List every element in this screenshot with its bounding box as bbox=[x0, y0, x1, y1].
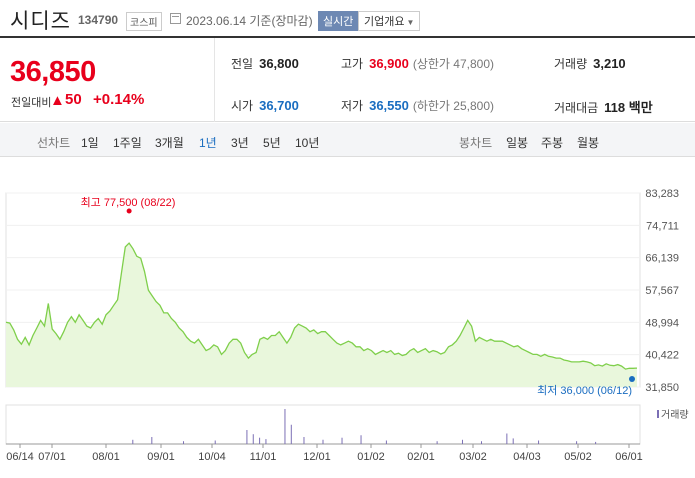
company-info-label: 기업개요 bbox=[364, 16, 405, 28]
max-marker bbox=[126, 208, 132, 214]
min-annotation: 최저 36,000 (06/12) bbox=[537, 384, 632, 397]
low-label: 저가 bbox=[341, 99, 364, 113]
company-info-dropdown[interactable]: 기업개요 ▼ bbox=[358, 11, 421, 31]
x-tick-label: 03/02 bbox=[459, 451, 487, 463]
line-chart-label: 선차트 bbox=[37, 136, 71, 150]
period-3m[interactable]: 3개월 bbox=[155, 136, 184, 150]
amount-label: 거래대금 bbox=[554, 101, 599, 115]
current-price-box: 36,850 전일대비 ▲ 50 +0.14% bbox=[0, 38, 215, 122]
stock-header: 시디즈 134790 코스피 2023.06.14 기준(장마감) 실시간 기업… bbox=[0, 0, 695, 36]
x-tick-label: 02/01 bbox=[407, 451, 435, 463]
price-chart-svg: 83,283 74,711 66,139 57,567 48,994 40,422 31,8… bbox=[5, 188, 689, 463]
x-tick-label: 11/01 bbox=[250, 451, 277, 463]
volume-value: 3,210 bbox=[593, 56, 626, 71]
x-tick-label: 01/02 bbox=[357, 451, 385, 463]
chevron-down-icon: ▼ bbox=[406, 18, 415, 27]
prev-close-value: 36,800 bbox=[259, 56, 299, 71]
stock-name: 시디즈 bbox=[10, 10, 71, 33]
amount-value: 118 백만 bbox=[604, 100, 653, 115]
volume-legend-swatch bbox=[657, 410, 659, 418]
low-cell: 저가 36,550 (하한가 25,800) bbox=[341, 97, 494, 114]
open-value: 36,700 bbox=[259, 98, 299, 113]
price-chart: 83,283 74,711 66,139 57,567 48,994 40,422 31,8… bbox=[0, 158, 695, 478]
quote-panel: 36,850 전일대비 ▲ 50 +0.14% 전일 36,800 고가 36,90… bbox=[0, 36, 695, 122]
change-percent: +0.14% bbox=[93, 91, 145, 108]
max-annotation: 최고 77,500 (08/22) bbox=[81, 196, 176, 209]
period-1w[interactable]: 1주일 bbox=[113, 136, 142, 150]
min-marker bbox=[629, 376, 635, 382]
y-tick-label: 66,139 bbox=[645, 253, 679, 265]
market-badge: 코스피 bbox=[126, 12, 162, 31]
y-tick-label: 83,283 bbox=[645, 188, 679, 200]
y-tick-label: 40,422 bbox=[645, 350, 679, 362]
y-tick-label: 74,711 bbox=[646, 220, 679, 232]
period-5y[interactable]: 5년 bbox=[263, 136, 281, 150]
candle-chart-label: 봉차트 bbox=[459, 136, 493, 150]
change-value: 50 bbox=[65, 91, 82, 108]
x-tick-label: 04/03 bbox=[513, 451, 541, 463]
y-tick-label: 48,994 bbox=[645, 317, 679, 329]
current-price: 36,850 bbox=[10, 56, 96, 88]
period-1y[interactable]: 1년 bbox=[199, 136, 217, 150]
calendar-icon bbox=[170, 13, 181, 24]
volume-legend-label: 거래량 bbox=[661, 409, 689, 421]
price-line bbox=[5, 242, 638, 370]
x-tick-label: 06/14 bbox=[6, 451, 34, 463]
low-value: 36,550 bbox=[369, 98, 409, 113]
x-tick-label: 05/02 bbox=[564, 451, 592, 463]
lower-limit: (하한가 25,800) bbox=[412, 99, 495, 113]
high-cell: 고가 36,900 (상한가 47,800) bbox=[341, 55, 494, 72]
up-triangle-icon: ▲ bbox=[50, 92, 65, 109]
candle-weekly[interactable]: 주봉 bbox=[541, 136, 564, 150]
candle-daily[interactable]: 일봉 bbox=[506, 136, 529, 150]
prev-close-label: 전일 bbox=[231, 57, 254, 71]
open-cell: 시가 36,700 bbox=[231, 97, 299, 114]
y-tick-label: 57,567 bbox=[645, 285, 679, 297]
period-10y[interactable]: 10년 bbox=[295, 136, 320, 150]
realtime-button[interactable]: 실시간 bbox=[318, 11, 359, 31]
x-tick-label: 09/01 bbox=[147, 451, 175, 463]
prev-close-cell: 전일 36,800 bbox=[231, 55, 299, 72]
high-value: 36,900 bbox=[369, 56, 409, 71]
candle-monthly[interactable]: 월봉 bbox=[577, 136, 600, 150]
change-label: 전일대비 bbox=[11, 97, 52, 109]
x-tick-label: 12/01 bbox=[303, 451, 331, 463]
volume-cell: 거래량 3,210 bbox=[554, 55, 626, 72]
high-label: 고가 bbox=[341, 57, 364, 71]
x-tick-label: 06/01 bbox=[615, 451, 643, 463]
x-tick-label: 08/01 bbox=[92, 451, 120, 463]
volume-label: 거래량 bbox=[554, 57, 588, 71]
period-3y[interactable]: 3년 bbox=[231, 136, 249, 150]
period-1d[interactable]: 1일 bbox=[81, 136, 99, 150]
x-tick-label: 10/04 bbox=[198, 451, 226, 463]
stock-code: 134790 bbox=[78, 13, 119, 27]
as-of-date: 2023.06.14 기준(장마감) bbox=[186, 14, 313, 28]
open-label: 시가 bbox=[231, 99, 254, 113]
volume-frame bbox=[5, 404, 641, 445]
amount-cell: 거래대금 118 백만 bbox=[554, 97, 653, 116]
upper-limit: (상한가 47,800) bbox=[412, 57, 495, 71]
period-bar: 선차트 1일 1주일 3개월 1년 3년 5년 10년 봉차트 일봉 주봉 월봉 bbox=[0, 123, 695, 157]
y-tick-label: 31,850 bbox=[645, 382, 679, 394]
x-tick-label: 07/01 bbox=[38, 451, 66, 463]
price-area bbox=[6, 243, 637, 387]
